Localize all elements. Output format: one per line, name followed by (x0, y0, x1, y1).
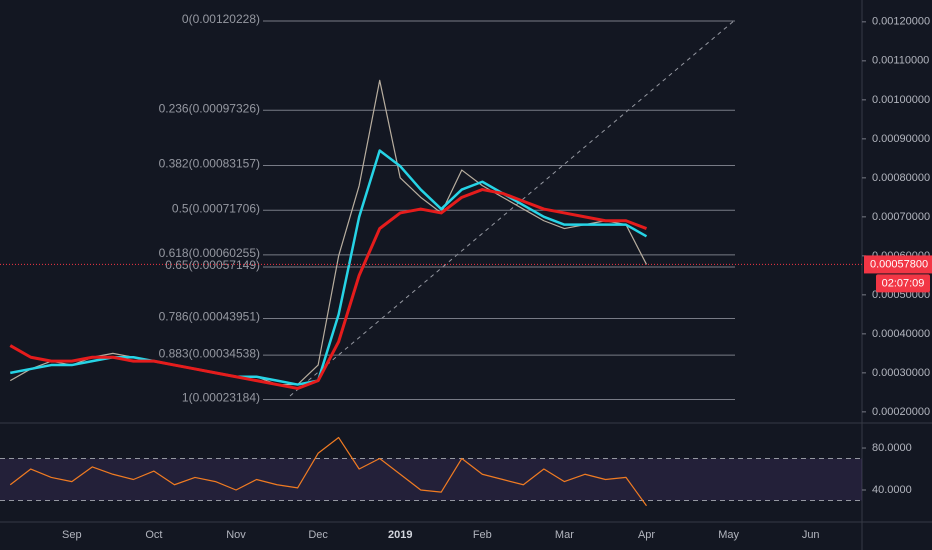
series-line (9, 188, 648, 390)
fib-label: 0.382(0.00083157) (159, 157, 260, 171)
x-tick-label: Nov (226, 529, 246, 541)
x-tick-label: Sep (62, 529, 82, 541)
fib-label: 0.236(0.00097326) (159, 101, 260, 115)
fib-label: 0.65(0.00057149) (165, 258, 260, 272)
y-tick-label: 0.00090000 (872, 133, 930, 145)
x-tick-label: Apr (638, 529, 655, 541)
x-tick-label: Jun (802, 529, 820, 541)
fib-label: 0.883(0.00034538) (159, 346, 260, 360)
y-tick-label: 0.00030000 (872, 367, 930, 379)
series-line (9, 436, 647, 507)
last-price-label: 0.00057800 (870, 258, 928, 270)
countdown-label: 02:07:09 (882, 277, 925, 289)
fib-label: 0.786(0.00043951) (159, 310, 260, 324)
x-tick-label: 2019 (388, 529, 412, 541)
y-tick-label: 40.0000 (872, 484, 912, 496)
rsi-band (0, 458, 862, 501)
trend-line (289, 19, 736, 397)
x-tick-label: Feb (473, 529, 492, 541)
y-tick-label: 0.00040000 (872, 328, 930, 340)
x-tick-label: Dec (308, 529, 328, 541)
series-line (9, 79, 648, 386)
y-tick-label: 0.00110000 (872, 55, 929, 67)
y-tick-label: 0.00100000 (872, 94, 930, 106)
y-tick-label: 0.00120000 (872, 16, 930, 28)
fib-label: 0.5(0.00071706) (172, 201, 260, 215)
x-tick-label: May (718, 529, 739, 541)
fib-label: 0.618(0.00060255) (159, 246, 260, 260)
countdown-tag (876, 274, 930, 293)
y-tick-label: 0.00070000 (872, 211, 930, 223)
x-tick-label: Oct (145, 529, 162, 541)
fib-label: 1(0.00023184) (182, 391, 260, 405)
fib-label: 0(0.00120228) (182, 12, 260, 26)
x-tick-label: Mar (555, 529, 574, 541)
y-tick-label: 0.00020000 (872, 406, 930, 418)
y-tick-label: 80.0000 (872, 442, 912, 454)
y-tick-label: 0.00080000 (872, 172, 930, 184)
last-price-tag (864, 255, 932, 274)
